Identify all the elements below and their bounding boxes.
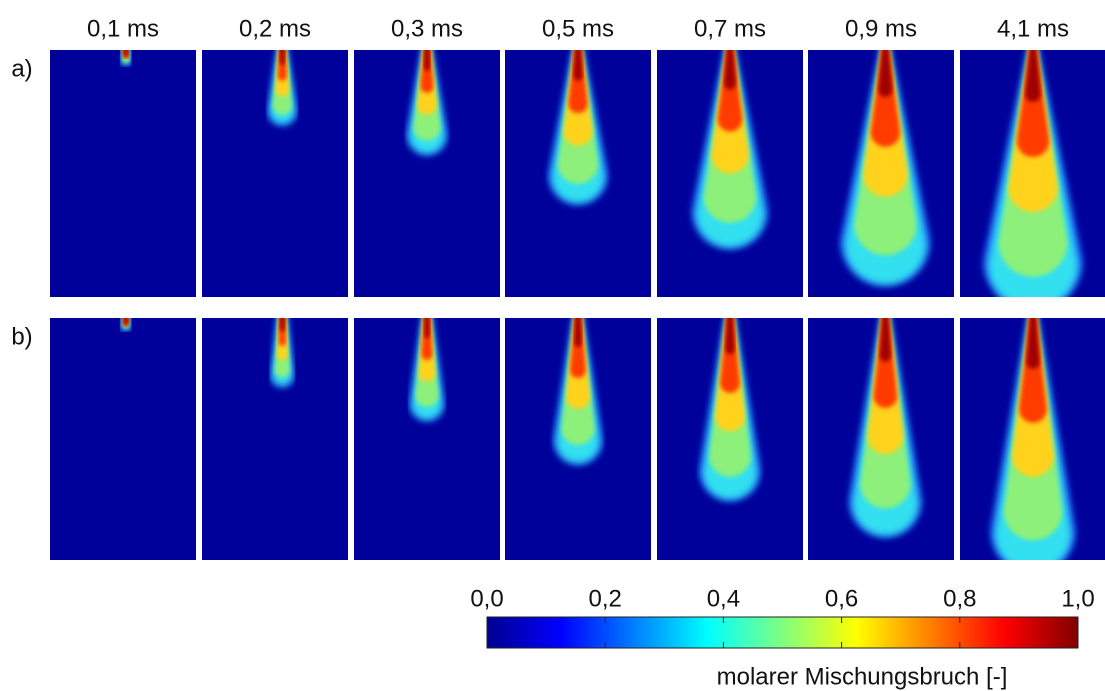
plume-layer [574, 318, 582, 347]
jet-image [960, 318, 1105, 560]
jet-image [808, 318, 954, 560]
plume-layer [279, 50, 286, 65]
plume-layer [573, 50, 583, 81]
column-label: 0,7 ms [694, 15, 766, 42]
plume [120, 50, 131, 65]
plume [120, 318, 131, 331]
plume [849, 318, 922, 536]
jet-image [505, 50, 651, 297]
plume [692, 50, 768, 248]
plume-layer [1025, 50, 1041, 102]
column-label: 0,3 ms [391, 15, 463, 42]
plume [271, 318, 294, 386]
plume [268, 50, 297, 125]
column-label: 0,1 ms [87, 15, 159, 42]
plume-layer [1016, 50, 1050, 157]
colorbar-label: molarer Mischungsbruch [-] [717, 663, 1008, 690]
plume-layer [879, 318, 892, 362]
plume-layer [725, 318, 735, 355]
colorbar-tick-label: 1,0 [1061, 585, 1094, 612]
plume [548, 50, 608, 204]
jet-image [808, 50, 954, 297]
jet-image [50, 318, 196, 560]
colorbar-tick-label: 0,4 [707, 585, 740, 612]
column-label: 0,5 ms [542, 15, 614, 42]
plume-layer [423, 50, 431, 71]
plume-layer [1019, 318, 1047, 423]
plume-layer [870, 50, 901, 147]
plume [410, 318, 444, 420]
plume-layer [279, 318, 286, 332]
plume-layer [720, 318, 740, 393]
column-label: 4,1 ms [997, 15, 1069, 42]
row-label: a) [11, 55, 32, 82]
plume-layer [420, 50, 434, 93]
colorbar-tick-label: 0,0 [470, 585, 503, 612]
plume-layer [123, 50, 129, 58]
colorbar [486, 616, 1079, 649]
plume [700, 318, 760, 500]
plume-layer [717, 50, 743, 132]
plume [991, 318, 1075, 560]
jet-image [657, 318, 803, 560]
jet-image [657, 50, 803, 297]
row-label: b) [11, 323, 32, 350]
column-label: 0,9 ms [845, 15, 917, 42]
jet-image [50, 50, 196, 297]
plume [840, 50, 930, 285]
column-label: 0,2 ms [239, 15, 311, 42]
jet-image [202, 318, 348, 560]
plume [983, 50, 1083, 297]
jet-image [354, 318, 500, 560]
plume-layer [723, 50, 737, 90]
jet-image [354, 50, 500, 297]
panel-background [50, 318, 196, 560]
plume-layer [878, 50, 893, 97]
plume-layer [570, 318, 586, 378]
plume-layer [873, 318, 898, 408]
jet-image [505, 318, 651, 560]
plume-layer [123, 318, 129, 326]
colorbar-tick-label: 0,2 [589, 585, 622, 612]
panel-background [50, 50, 196, 297]
colorbar-tick-label: 0,8 [943, 585, 976, 612]
plume [407, 50, 447, 154]
jet-image [202, 50, 348, 297]
plume-layer [568, 50, 588, 114]
plume-layer [424, 318, 430, 339]
jet-image [960, 50, 1105, 297]
plume-layer [1026, 318, 1040, 369]
colorbar-tick-label: 0,6 [825, 585, 858, 612]
plume [554, 318, 602, 464]
